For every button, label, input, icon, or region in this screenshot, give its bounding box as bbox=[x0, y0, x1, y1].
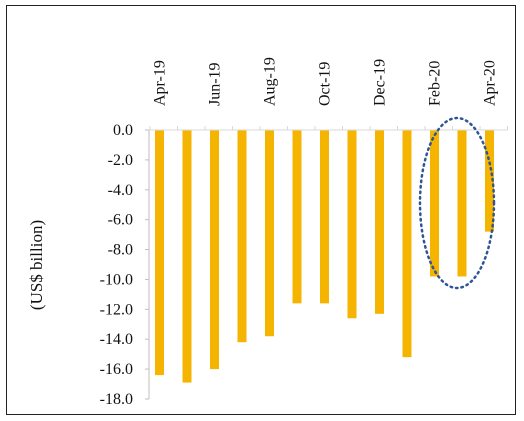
highlight-ellipse bbox=[418, 116, 496, 290]
bar-apr-20 bbox=[485, 130, 494, 232]
bar-jul-19 bbox=[237, 130, 247, 343]
x-tick-label: Feb-20 bbox=[427, 61, 444, 106]
y-tick-label: -10.0 bbox=[100, 271, 133, 288]
y-tick-label: -6.0 bbox=[108, 212, 133, 229]
y-tick-label: 0.0 bbox=[113, 122, 133, 139]
y-tick-label: -8.0 bbox=[108, 242, 133, 259]
x-tick-label: Dec-19 bbox=[372, 59, 389, 106]
bar-nov-19 bbox=[347, 130, 357, 319]
y-tick-label: -16.0 bbox=[100, 361, 133, 378]
x-tick-label: Apr-20 bbox=[482, 60, 499, 106]
bar-mar-20 bbox=[457, 130, 467, 277]
x-tick-label: Oct-19 bbox=[317, 62, 334, 106]
y-tick-label: -14.0 bbox=[100, 331, 133, 348]
y-tick-label: -4.0 bbox=[108, 182, 133, 199]
bar-oct-19 bbox=[320, 130, 329, 304]
bar-sep-19 bbox=[292, 130, 302, 304]
bar-aug-19 bbox=[265, 130, 274, 337]
x-tick-label: Jun-19 bbox=[207, 62, 224, 106]
y-axis-title: (US$ billion) bbox=[27, 220, 46, 310]
y-tick-label: -12.0 bbox=[100, 301, 133, 318]
bar-jun-19 bbox=[210, 130, 219, 370]
y-tick-label: -18.0 bbox=[100, 391, 133, 408]
x-tick-label: Aug-19 bbox=[262, 57, 279, 106]
bar-may-19 bbox=[182, 130, 192, 383]
x-tick-label: Apr-19 bbox=[152, 60, 169, 106]
bar-feb-20 bbox=[430, 130, 439, 277]
bar-apr-19 bbox=[155, 130, 164, 376]
y-tick-label: -2.0 bbox=[108, 152, 133, 169]
bar-dec-19 bbox=[375, 130, 384, 314]
bar-jan-20 bbox=[402, 130, 412, 358]
